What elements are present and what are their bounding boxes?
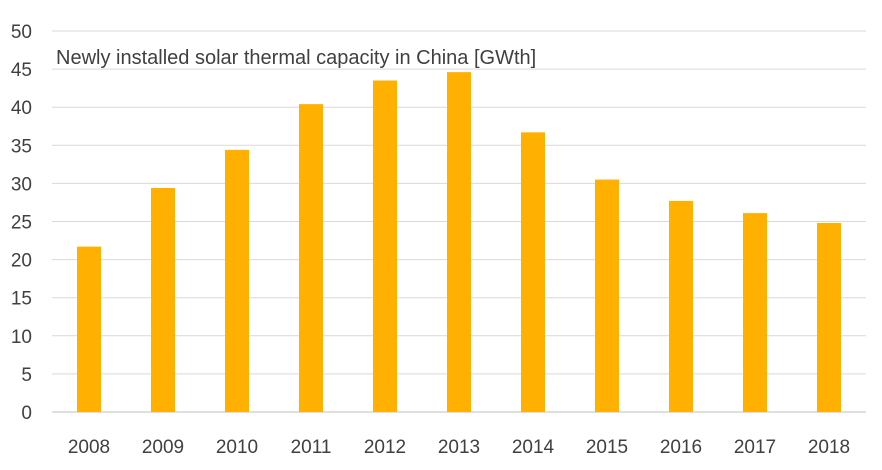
x-tick-label: 2013 (438, 437, 480, 458)
bars (77, 72, 841, 412)
y-tick-label: 40 (11, 98, 32, 119)
x-tick-label: 2014 (512, 437, 555, 458)
y-tick-label: 45 (11, 60, 32, 81)
y-tick-label: 15 (11, 289, 32, 310)
bar-2010 (225, 149, 249, 412)
y-tick-label: 20 (11, 251, 32, 272)
bar-2009 (151, 187, 175, 412)
x-tick-label: 2011 (291, 437, 332, 458)
x-tick-label: 2009 (142, 437, 184, 458)
y-tick-label: 50 (11, 22, 32, 43)
y-tick-label: 10 (11, 327, 32, 348)
x-axis-tick-labels: 2008 2009 2010 2011 2012 2013 2014 2015 2016 2017… (68, 437, 850, 458)
x-tick-label: 2015 (586, 437, 628, 458)
y-tick-label: 35 (11, 136, 32, 157)
x-tick-label: 2016 (660, 437, 702, 458)
y-tick-label: 30 (11, 174, 32, 195)
bar-2015 (595, 179, 619, 412)
bar-2016 (669, 200, 693, 412)
x-tick-label: 2017 (734, 437, 776, 458)
x-tick-label: 2012 (364, 437, 406, 458)
x-tick-label: 2018 (808, 437, 850, 458)
y-tick-label: 5 (21, 365, 32, 386)
x-tick-label: 2008 (68, 437, 110, 458)
bar-2014 (521, 132, 545, 412)
y-tick-label: 25 (11, 213, 32, 234)
bar-2018 (817, 223, 841, 412)
chart-title: Newly installed solar thermal capacity i… (56, 47, 536, 69)
y-tick-label: 0 (21, 403, 32, 424)
bar-2008 (77, 246, 101, 412)
bar-2017 (743, 213, 767, 412)
y-axis-tick-labels: 0 5 10 15 20 25 30 35 40 45 50 (11, 22, 32, 424)
bar-2013 (447, 72, 471, 412)
bar-2011 (299, 104, 323, 412)
bar-2012 (373, 80, 397, 412)
x-tick-label: 2010 (216, 437, 258, 458)
